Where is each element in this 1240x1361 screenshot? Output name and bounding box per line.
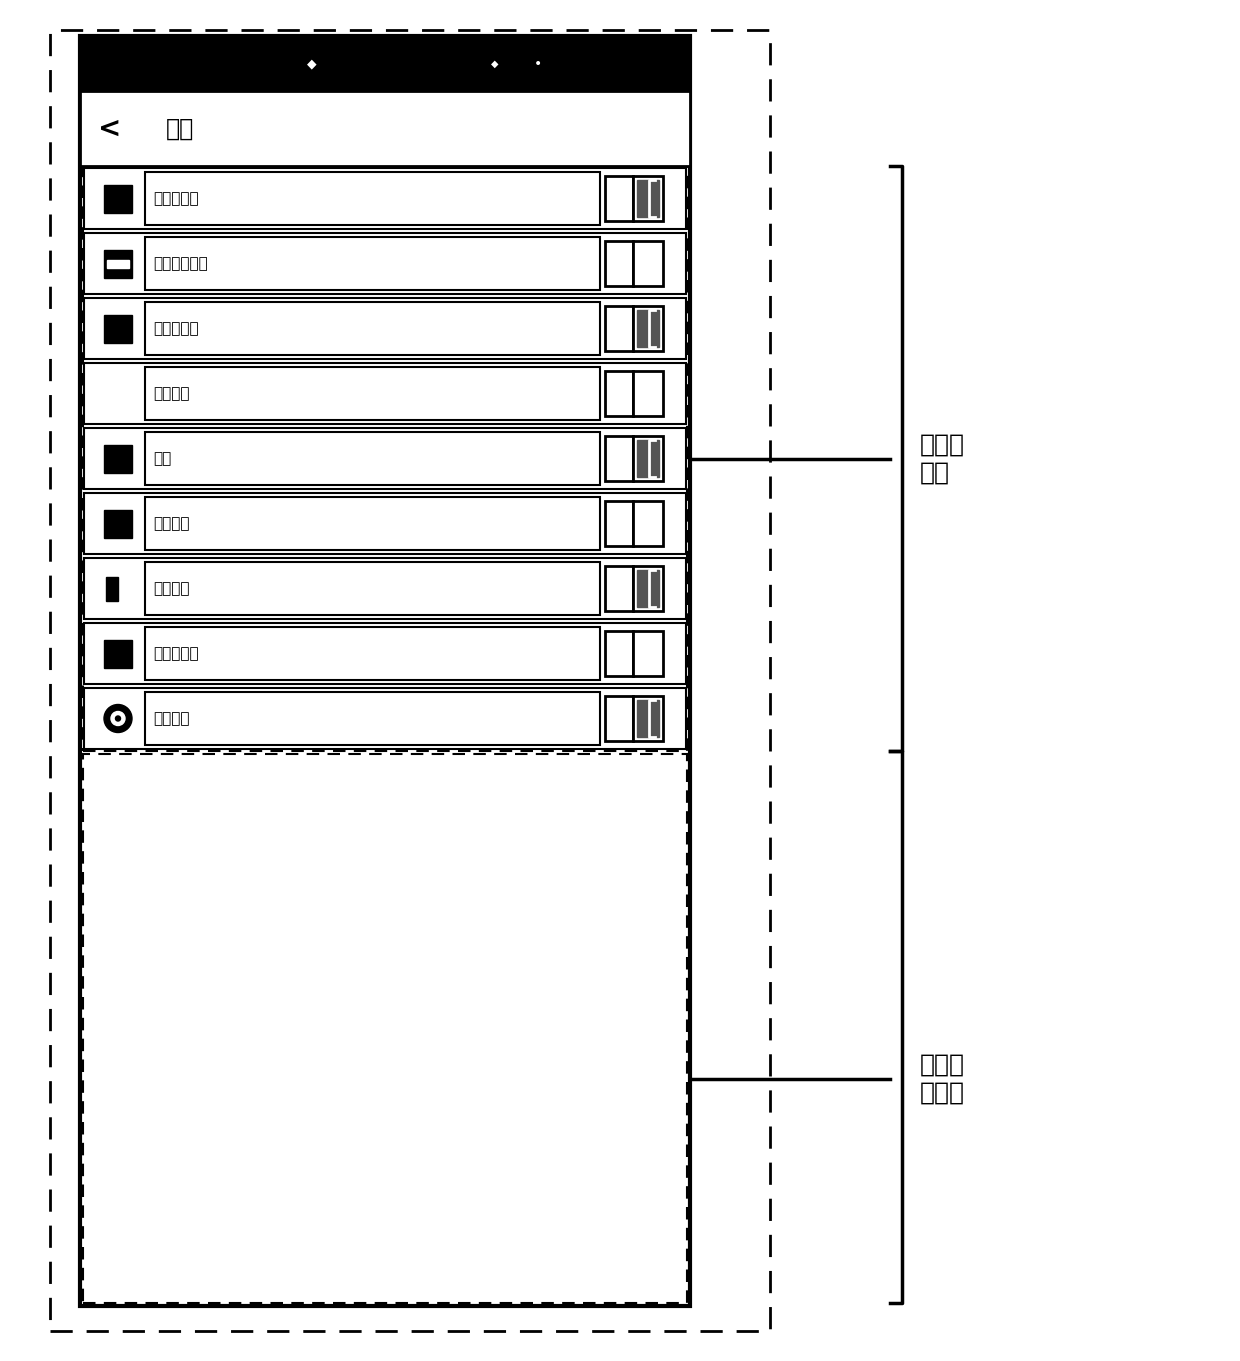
Bar [637,310,658,347]
Bar [84,167,686,229]
Text: ◆: ◆ [308,57,316,69]
Bar [632,501,663,546]
Circle shape [104,705,131,732]
Bar [104,249,131,278]
Bar [605,632,632,676]
Bar [605,176,632,220]
Bar [145,367,600,421]
Text: 非触控
响应区: 非触控 响应区 [920,1052,965,1104]
Bar [81,35,689,91]
Bar [84,233,686,294]
Bar [145,237,600,290]
Bar [632,241,663,286]
Bar [145,691,600,744]
Bar [105,577,118,600]
Text: 辅助功能: 辅助功能 [153,387,190,401]
Bar [104,509,131,538]
Bar [145,562,600,615]
Bar [145,431,600,485]
Bar [81,35,689,1307]
Bar [637,700,658,738]
Bar [104,314,131,343]
Bar [637,180,658,216]
Text: 关于手机: 关于手机 [153,710,190,725]
Bar [605,306,632,351]
Bar [632,566,663,611]
Bar [605,241,632,286]
Text: 语言和输入法: 语言和输入法 [153,256,208,271]
Bar [104,445,131,472]
Bar [605,695,632,740]
Bar [637,570,658,607]
Bar [104,640,131,667]
Bar [632,372,663,416]
Text: •: • [533,57,542,71]
Bar [605,372,632,416]
Bar [84,493,686,554]
Circle shape [112,712,125,725]
Bar [632,695,663,740]
Text: 触控响
应区: 触控响 应区 [920,433,965,485]
Bar [84,558,686,619]
Bar [104,185,131,212]
Bar [605,501,632,546]
Bar [84,623,686,685]
Bar [84,298,686,359]
Text: 系统: 系统 [166,117,195,140]
Bar [84,427,686,489]
Bar [632,176,663,220]
Bar [145,627,600,680]
Text: 系统更新: 系统更新 [153,516,190,531]
Text: 开发者选项: 开发者选项 [153,646,198,661]
Text: 系统重置: 系统重置 [153,581,190,596]
Bar [632,632,663,676]
Text: ◆: ◆ [491,59,498,68]
Text: 日期和时间: 日期和时间 [153,191,198,206]
Text: <: < [98,114,122,143]
Bar [107,260,129,268]
Bar [145,497,600,550]
Text: 打印: 打印 [153,450,171,465]
Bar [84,689,686,749]
Bar [632,436,663,480]
Bar [632,306,663,351]
Bar [637,440,658,476]
Bar [605,436,632,480]
Text: 定时开关机: 定时开关机 [153,321,198,336]
Circle shape [115,716,120,721]
Bar [145,302,600,355]
Bar [81,91,689,166]
Bar [145,171,600,225]
Bar [84,363,686,425]
Bar [605,566,632,611]
